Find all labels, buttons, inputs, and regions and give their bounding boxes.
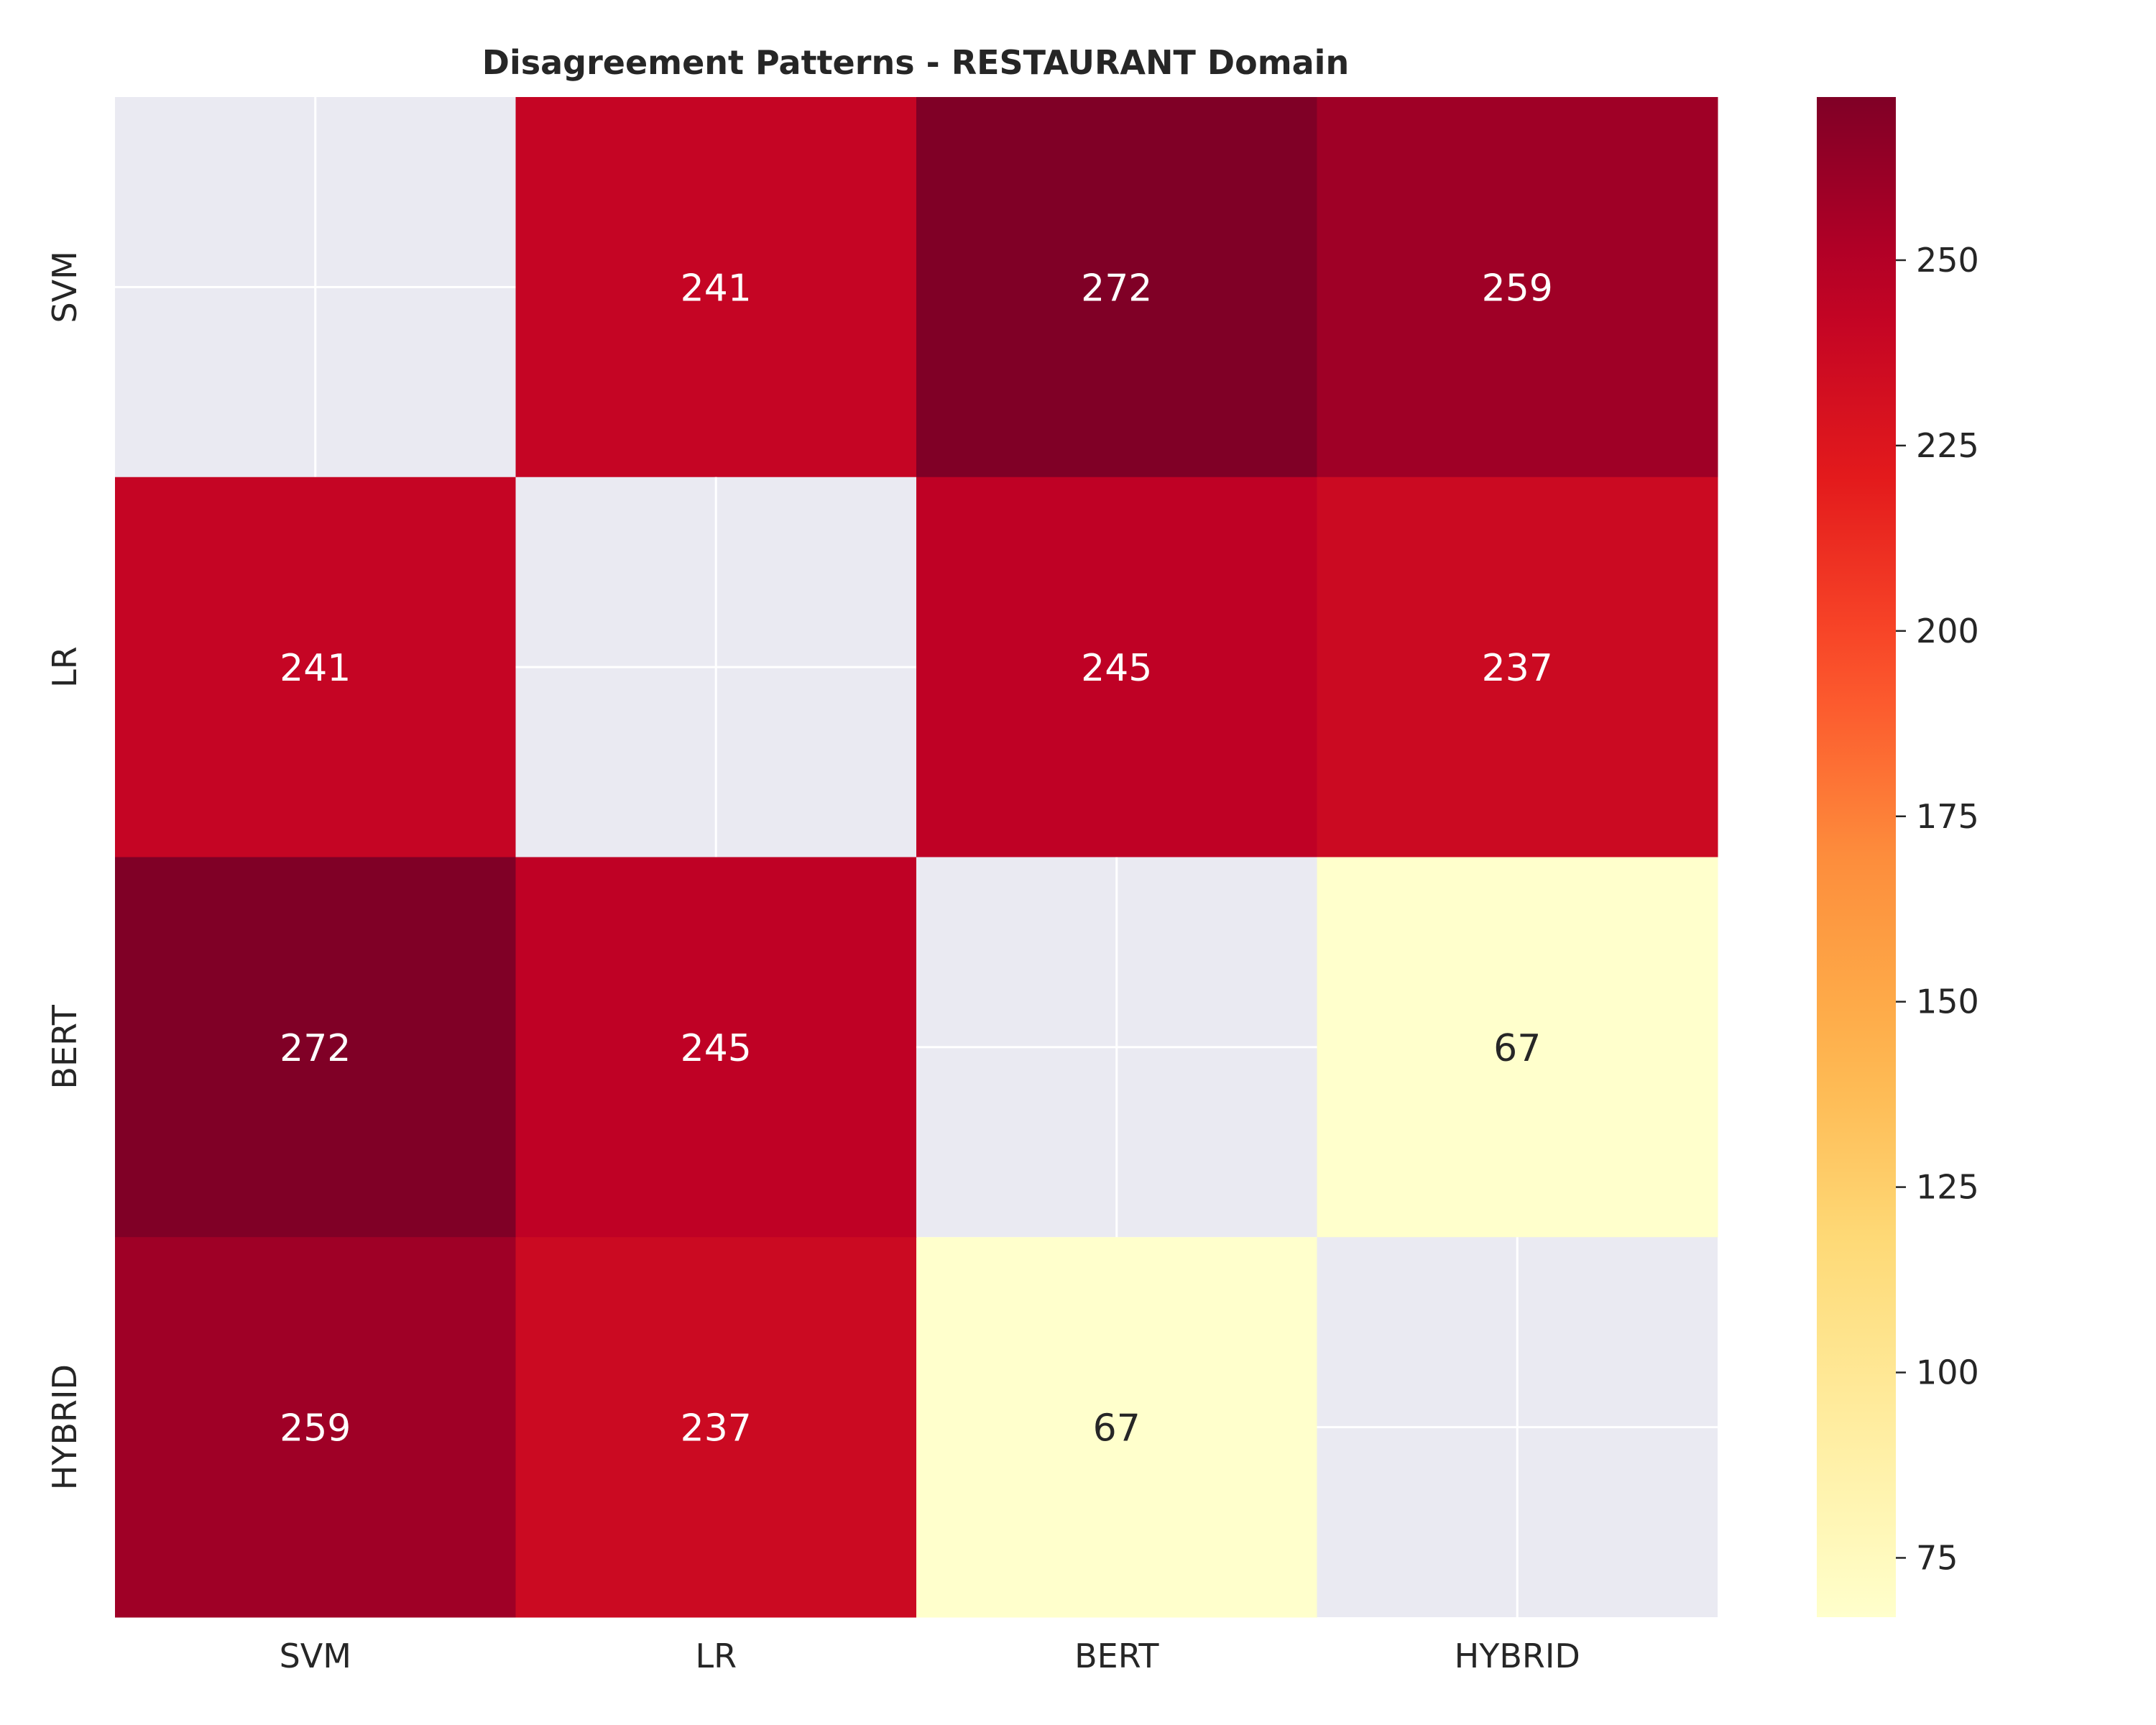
heatmap-cell xyxy=(1317,97,1718,478)
x-tick-label: HYBRID xyxy=(1455,1637,1580,1675)
cell-value-label: 241 xyxy=(280,647,351,690)
colorbar-tick-label: 225 xyxy=(1916,426,1979,465)
heatmap-cell xyxy=(515,1237,917,1618)
colorbar-ticks: 75 100 125 150 175 200 225 250 xyxy=(1896,241,1979,1577)
x-tick-label: LR xyxy=(695,1637,737,1675)
heatmap-cell xyxy=(1317,477,1718,857)
cell-value-label: 245 xyxy=(681,1027,752,1070)
heatmap-cell xyxy=(916,1237,1317,1618)
colorbar-tick-label: 150 xyxy=(1916,983,1979,1021)
colorbar-tick-label: 250 xyxy=(1916,241,1979,280)
heatmap-cell xyxy=(515,97,917,478)
cell-value-label: 259 xyxy=(1482,267,1553,310)
x-tick-label: SVM xyxy=(280,1637,351,1675)
cell-value-label: 67 xyxy=(1093,1407,1141,1450)
x-axis-tick-labels: SVM LR BERT HYBRID xyxy=(280,1637,1580,1675)
colorbar-gradient xyxy=(1817,97,1896,1617)
y-tick-label: SVM xyxy=(45,251,84,323)
y-tick-label: HYBRID xyxy=(45,1364,84,1490)
colorbar: 75 100 125 150 175 200 225 250 xyxy=(1817,97,1979,1617)
heatmap-cell xyxy=(916,97,1317,478)
cell-value-label: 245 xyxy=(1081,647,1152,690)
heatmap-cell xyxy=(115,857,516,1238)
colorbar-tick-label: 125 xyxy=(1916,1168,1979,1207)
heatmap-cell xyxy=(515,857,917,1238)
y-tick-label: LR xyxy=(45,646,84,688)
cell-value-label: 259 xyxy=(280,1407,351,1450)
cell-value-label: 67 xyxy=(1493,1027,1541,1070)
cell-value-label: 241 xyxy=(681,267,752,310)
heatmap-cell xyxy=(115,1237,516,1618)
y-axis-tick-labels: SVM LR BERT HYBRID xyxy=(45,251,84,1490)
heatmap-cell xyxy=(115,477,516,857)
cell-value-label: 272 xyxy=(280,1027,351,1070)
colorbar-tick-label: 200 xyxy=(1916,612,1979,650)
cell-value-label: 237 xyxy=(681,1407,752,1450)
cell-value-label: 272 xyxy=(1081,267,1152,310)
colorbar-tick-label: 175 xyxy=(1916,797,1979,836)
heatmap-cells: 241 272 259 241 245 237 272 245 67 259 237 67 xyxy=(115,97,1718,1618)
y-tick-label: BERT xyxy=(45,1004,84,1089)
cell-value-label: 237 xyxy=(1482,647,1553,690)
colorbar-tick-label: 100 xyxy=(1916,1353,1979,1392)
heatmap-cell xyxy=(1317,857,1718,1238)
x-tick-label: BERT xyxy=(1074,1637,1159,1675)
heatmap-cell xyxy=(916,477,1317,857)
colorbar-tick-label: 75 xyxy=(1916,1538,1958,1577)
chart-title: Disagreement Patterns - RESTAURANT Domai… xyxy=(482,43,1349,82)
